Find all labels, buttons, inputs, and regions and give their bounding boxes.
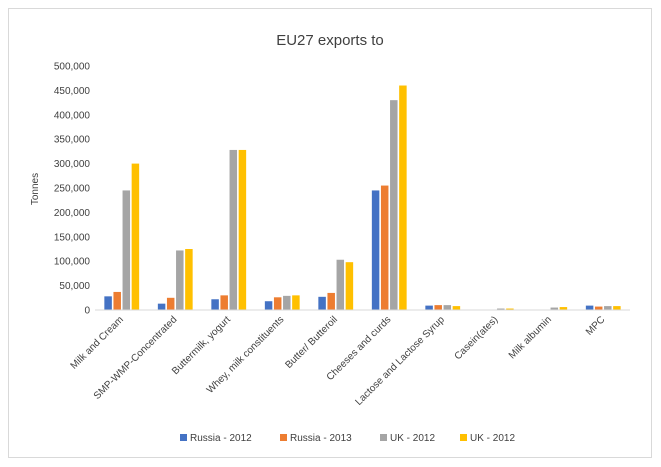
bar (264, 301, 273, 310)
chart-title: EU27 exports to (276, 32, 384, 49)
bar (497, 308, 505, 310)
legend-swatch (380, 434, 387, 441)
legend-label: Russia - 2013 (290, 433, 352, 444)
legend-label: UK - 2012 (390, 433, 435, 444)
legend-swatch (280, 434, 287, 441)
bar (506, 308, 514, 310)
bar (559, 307, 568, 310)
bar (371, 190, 380, 310)
bar (345, 262, 354, 310)
bar (292, 295, 300, 310)
legend-swatch (180, 434, 187, 441)
y-tick-label: 400,000 (54, 110, 91, 121)
legend-label: UK - 2012 (470, 433, 515, 444)
legend: Russia - 2012 Russia - 2013 UK - 2012 UK - … (180, 433, 515, 444)
y-axis-ticks: 0 50,000 100,000 150,000 200,000 250,000 300,0… (54, 62, 91, 317)
bar (283, 295, 291, 310)
bar (122, 190, 131, 310)
bar (434, 305, 442, 310)
bar (327, 292, 335, 310)
bar (380, 185, 389, 310)
bar (594, 306, 603, 310)
y-tick-label: 250,000 (54, 184, 91, 195)
y-tick-label: 450,000 (54, 86, 91, 97)
bar (176, 250, 184, 310)
bar (238, 149, 247, 310)
bar (318, 296, 326, 310)
y-tick-label: 300,000 (54, 159, 91, 170)
y-tick-label: 150,000 (54, 232, 91, 243)
legend-swatch (460, 434, 467, 441)
x-axis-ticks: Milk and CreamSMP-WMP-ConcentratedButter… (69, 314, 608, 408)
bar (229, 149, 238, 310)
bar (166, 297, 175, 310)
bar (185, 249, 193, 310)
y-tick-label: 100,000 (54, 257, 91, 268)
bar (425, 305, 433, 310)
x-tick-label: Lactose and Lactose Syrup (353, 314, 447, 408)
x-tick-label: Buttermilk, yogurt (170, 314, 233, 377)
x-tick-label: MPC (584, 314, 608, 338)
bar (220, 295, 228, 310)
bars (104, 85, 621, 311)
bar (604, 306, 612, 310)
bar (104, 296, 112, 310)
y-tick-label: 200,000 (54, 208, 91, 219)
bar (211, 299, 219, 310)
bar (550, 307, 559, 310)
y-tick-label: 50,000 (59, 281, 90, 292)
x-tick-label: Butter/ Butteroil (283, 314, 340, 371)
bar (399, 85, 407, 311)
bar (613, 306, 621, 310)
x-tick-label: Casein(ates) (453, 314, 501, 362)
y-tick-label: 0 (84, 306, 90, 317)
bar (157, 303, 166, 310)
legend-label: Russia - 2012 (190, 433, 252, 444)
bar (131, 163, 140, 310)
bar (452, 306, 461, 310)
y-tick-label: 350,000 (54, 135, 91, 146)
bar (336, 259, 345, 310)
bar (113, 291, 121, 310)
bar (390, 100, 398, 310)
bar (585, 305, 594, 310)
y-axis-label: Tonnes (30, 173, 41, 205)
bar (273, 297, 282, 310)
x-tick-label: Milk and Cream (69, 314, 126, 371)
x-tick-label: Milk albumin (507, 314, 554, 361)
bar (443, 305, 452, 310)
y-tick-label: 500,000 (54, 62, 91, 73)
chart-frame (8, 8, 652, 458)
